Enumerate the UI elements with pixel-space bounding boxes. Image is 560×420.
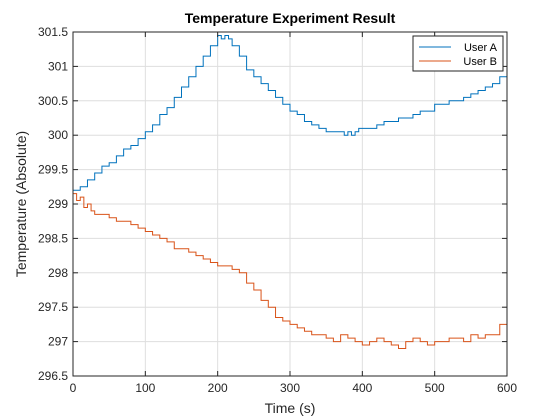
legend-label-user-b: User B (463, 56, 497, 68)
plot-area: 0 100 200 300 400 500 600 296.5 297 297.5 298 298.5… (13, 10, 517, 416)
y-tick-label: 301 (48, 59, 68, 73)
y-tick-label: 298 (48, 266, 68, 280)
y-tick-label: 300 (48, 128, 68, 142)
y-tick-label: 296.5 (38, 369, 68, 383)
x-tick-label: 0 (70, 381, 77, 395)
y-axis-label: Temperature (Absolute) (13, 131, 29, 277)
x-axis-label: Time (s) (265, 400, 316, 416)
y-tick-label: 299.5 (38, 163, 68, 177)
x-tick-label: 200 (208, 381, 228, 395)
y-tick-label: 299 (48, 197, 68, 211)
legend-label-user-a: User A (464, 42, 498, 54)
x-tick-label: 100 (135, 381, 155, 395)
series-group (73, 34, 507, 349)
legend-box (412, 35, 504, 72)
x-tick-label: 400 (352, 381, 372, 395)
x-tick-label: 500 (425, 381, 445, 395)
series-line-user-a (73, 34, 507, 191)
legend: User A User B (412, 35, 504, 72)
y-tick-label: 300.5 (38, 94, 68, 108)
chart-title: Temperature Experiment Result (185, 10, 396, 26)
x-tick-label: 300 (280, 381, 300, 395)
y-tick-label: 298.5 (38, 231, 68, 245)
y-tick-label: 297.5 (38, 300, 68, 314)
y-tick-label: 301.5 (38, 25, 68, 39)
x-tick-label: 600 (497, 381, 517, 395)
series-line-user-b (73, 193, 507, 349)
y-tick-label: 297 (48, 335, 68, 349)
